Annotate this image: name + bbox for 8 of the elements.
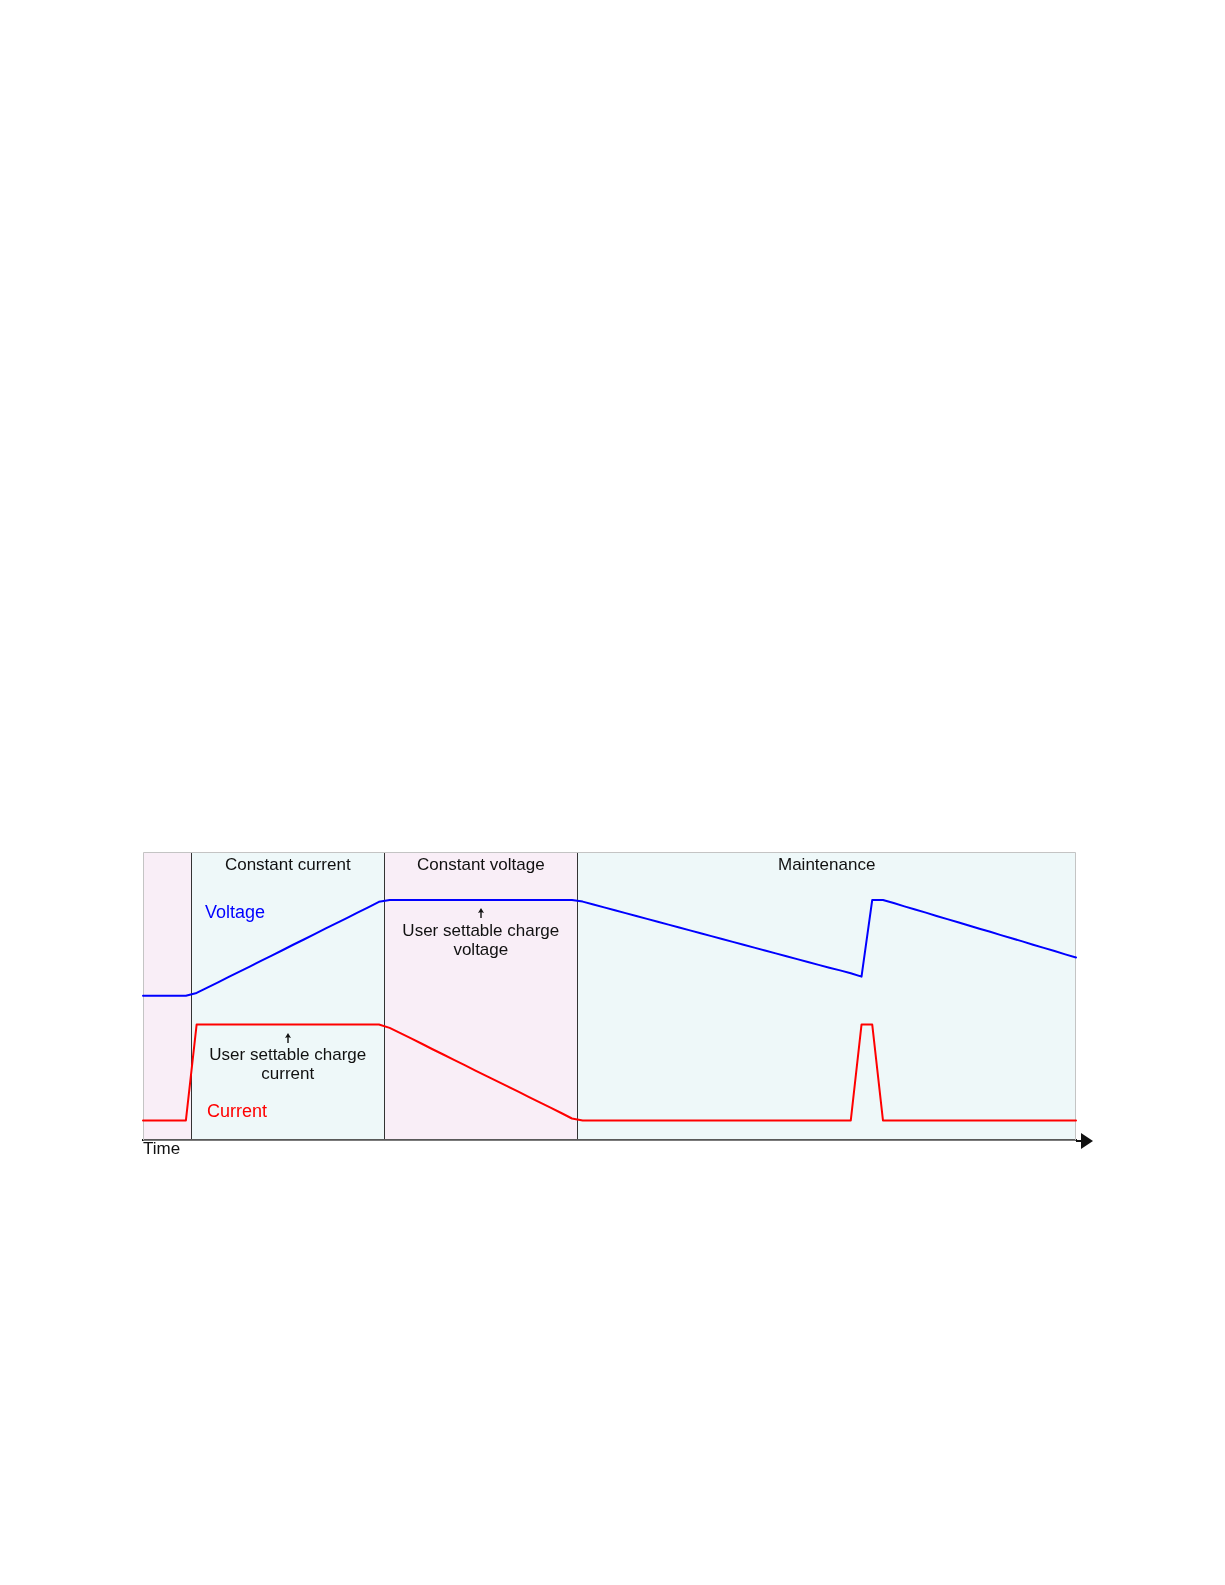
annotation: User settable charge current	[209, 1045, 367, 1084]
text: Constant voltage	[417, 854, 545, 874]
annotation: User settable charge voltage	[402, 920, 560, 959]
series-label: Voltage	[205, 901, 266, 922]
series-label: Current	[207, 1101, 268, 1122]
text: Maintenance	[777, 854, 876, 874]
text: Constant current	[224, 854, 351, 874]
x-axis-title: Time	[143, 1139, 181, 1159]
